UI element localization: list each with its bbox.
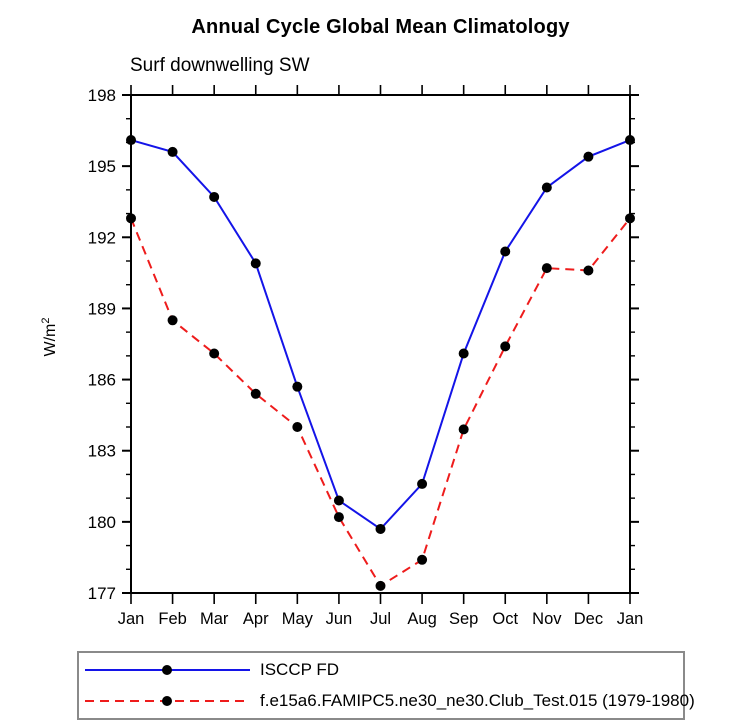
data-point-marker [417, 554, 428, 565]
y-tick-label: 198 [88, 86, 116, 105]
series-line-0 [130, 139, 631, 531]
x-tick-label: Nov [532, 610, 562, 628]
data-point-marker [126, 135, 136, 146]
x-tick-label: Aug [407, 610, 436, 628]
x-tick-label: Jan [617, 610, 644, 628]
data-point-marker [458, 348, 469, 359]
x-axis-ticks [130, 85, 631, 604]
data-point-marker [209, 348, 220, 359]
data-point-marker [541, 182, 552, 193]
legend-line-sample-solid [85, 664, 250, 675]
y-tick-label: 189 [88, 299, 116, 318]
x-tick-label: Jan [118, 610, 145, 628]
y-tick-label: 195 [88, 157, 116, 176]
legend-marker-dot [162, 664, 172, 675]
data-point-marker [500, 341, 511, 352]
data-point-marker [250, 258, 261, 269]
y-tick-label: 192 [88, 228, 116, 247]
data-point-marker [417, 478, 428, 489]
data-point-marker [541, 263, 552, 274]
x-tick-label: Sep [449, 610, 478, 628]
x-tick-label: Jul [370, 610, 391, 628]
data-point-marker [625, 213, 635, 224]
data-point-marker [375, 580, 386, 591]
x-tick-label: Oct [492, 610, 518, 628]
data-point-marker [583, 265, 594, 276]
x-tick-label: Jun [326, 610, 353, 628]
data-point-marker [167, 146, 178, 157]
y-tick-label: 186 [88, 371, 116, 390]
data-point-marker [292, 422, 303, 432]
series-1 [126, 213, 635, 591]
x-tick-label: Mar [200, 610, 229, 628]
data-point-marker [333, 495, 344, 506]
y-tick-label: 180 [88, 513, 116, 532]
legend-box: ISCCP FD f.e15a6.FAMIPC5.ne30_ne30.Club_… [77, 651, 695, 720]
x-tick-label: Apr [243, 610, 269, 628]
plot-frame [130, 94, 631, 594]
data-point-marker [625, 135, 635, 146]
y-tick-label: 183 [88, 442, 116, 461]
y-axis-ticks [122, 94, 639, 594]
x-axis-tick-labels: Jan Feb Mar Apr May Jun Jul Aug Sep Oct Nov Dec Jan [118, 610, 644, 628]
legend-entry-model: f.e15a6.FAMIPC5.ne30_ne30.Club_Test.015 … [84, 686, 695, 716]
data-point-marker [167, 315, 178, 326]
chart-title: Annual Cycle Global Mean Climatology [191, 16, 570, 38]
series-0 [126, 135, 635, 534]
data-point-marker [126, 213, 136, 224]
x-tick-label: May [282, 610, 314, 628]
legend-label-isccp: ISCCP FD [260, 659, 340, 679]
legend-line-sample-dashed [85, 696, 250, 707]
data-point-marker [250, 388, 261, 399]
chart-subtitle: Surf downwelling SW [130, 55, 310, 76]
data-point-marker [375, 523, 386, 534]
legend-label-model: f.e15a6.FAMIPC5.ne30_ne30.Club_Test.015 … [260, 691, 695, 711]
legend-marker-dot [162, 696, 172, 707]
legend-entry-isccp: ISCCP FD [84, 655, 683, 685]
data-point-marker [500, 246, 511, 257]
y-tick-label: 177 [88, 584, 116, 603]
data-point-marker [583, 151, 594, 162]
x-tick-label: Dec [574, 610, 603, 628]
data-point-marker [209, 191, 220, 202]
y-axis-tick-labels: 177 180 183 186 189 192 195 198 [88, 86, 116, 603]
data-point-marker [292, 381, 303, 392]
x-tick-label: Feb [158, 610, 186, 628]
data-point-marker [333, 512, 344, 523]
data-point-marker [458, 424, 469, 435]
